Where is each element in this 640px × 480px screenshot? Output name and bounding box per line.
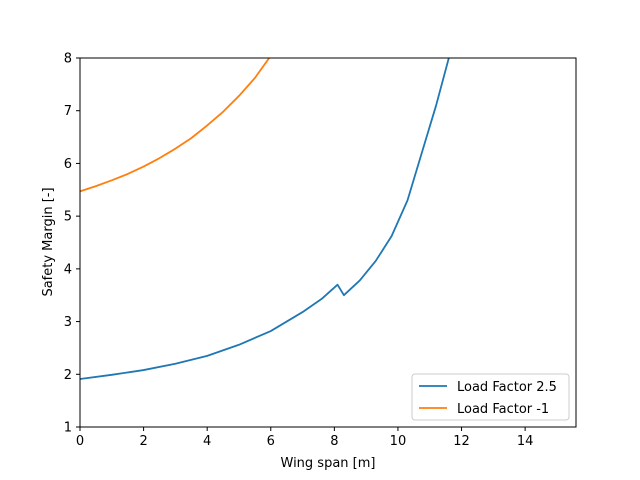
legend-label: Load Factor 2.5 <box>457 380 557 395</box>
series-line-2 <box>80 58 270 193</box>
x-axis-title: Wing span [m] <box>281 456 376 471</box>
series-line-1 <box>80 58 450 380</box>
x-tick-label: 12 <box>453 434 470 449</box>
y-tick-label: 5 <box>64 210 72 225</box>
x-tick-label: 8 <box>330 434 338 449</box>
x-tick-label: 6 <box>267 434 275 449</box>
legend-label: Load Factor -1 <box>457 402 549 417</box>
plot-frame <box>79 57 577 428</box>
x-tick-label: 0 <box>76 434 84 449</box>
y-tick-label: 7 <box>64 104 72 119</box>
y-tick-label: 1 <box>64 421 72 436</box>
x-tick-label: 4 <box>203 434 211 449</box>
y-axis-title: Safety Margin [-] <box>41 187 56 296</box>
legend-box <box>411 373 570 421</box>
x-tick-label: 2 <box>139 434 147 449</box>
y-tick-label: 8 <box>64 52 72 67</box>
legend: Load Factor 2.5 Load Factor -1 <box>411 373 570 421</box>
axes <box>79 57 577 428</box>
y-tick-label: 2 <box>64 368 72 383</box>
y-tick-label: 6 <box>64 157 72 172</box>
y-tick-label: 4 <box>64 262 72 277</box>
x-tick-label: 10 <box>390 434 407 449</box>
x-tick-label: 14 <box>517 434 534 449</box>
plot-lines <box>80 58 450 380</box>
y-tick-label: 3 <box>64 315 72 330</box>
